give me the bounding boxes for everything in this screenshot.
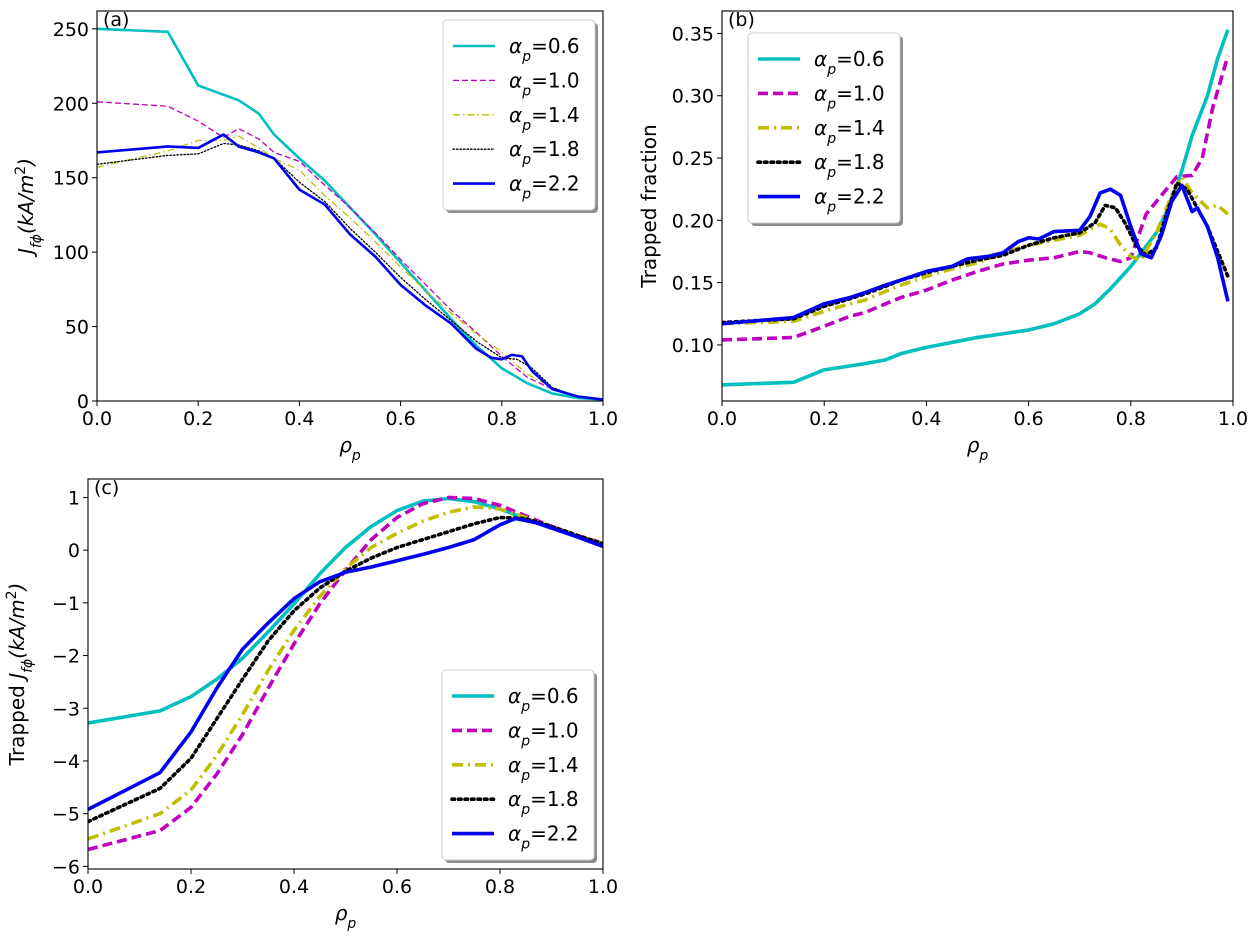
legend-entry: αp=1.4 [508, 753, 579, 784]
series-group [97, 27, 603, 401]
y-tick-label: 0.25 [672, 148, 714, 170]
y-tick-label: 0.30 [672, 86, 714, 108]
legend-entry: αp=1.8 [509, 137, 580, 168]
y-axis-label: Trapped Jfϕ(kA/m2) [4, 583, 36, 767]
legend-entry: αp=0.6 [508, 684, 579, 715]
chart-panel-c: 0.0 0.2 0.4 0.6 0.8 1.0 −6 −5 −4 −3 −2 −1 0 1 ρp Trappe… [4, 477, 618, 932]
x-tick-label: 0.8 [1116, 408, 1146, 430]
legend-entry: αp=1.0 [508, 718, 579, 749]
chart-panel-a: 0.0 0.2 0.4 0.6 0.8 1.0 0 50 100 150 200 250 ρp Jfϕ(k… [13, 9, 618, 464]
x-tick-label: 0.6 [1013, 408, 1043, 430]
y-tick-label: 0.35 [672, 23, 714, 45]
series-group [88, 495, 603, 852]
y-tick-label: 150 [53, 168, 89, 190]
legend-entry: αp=1.8 [508, 787, 579, 818]
y-tick-label: −6 [52, 856, 80, 878]
series-group [722, 29, 1230, 387]
y-tick-label: 50 [65, 317, 89, 339]
series-line-a-4 [97, 133, 603, 401]
legend-entry: αp=1.0 [814, 81, 885, 112]
x-axis-label: ρp [335, 901, 357, 932]
legend-entry: αp=0.6 [814, 47, 885, 78]
legend-box [441, 669, 595, 861]
x-tick-label: 0.8 [487, 408, 517, 430]
x-tick-label: 0.2 [809, 408, 839, 430]
legend: αp=0.6αp=1.0 αp=1.4αp=1.8 αp=2.2 [441, 669, 597, 863]
y-tick-label: −3 [52, 698, 80, 720]
x-tick-label: 1.0 [588, 408, 618, 430]
legend-entry: αp=2.2 [509, 172, 580, 203]
x-tick-label: 0.8 [485, 876, 515, 898]
x-tick-label: 0.4 [279, 876, 309, 898]
legend-entry: αp=1.0 [509, 68, 580, 99]
series-line-a-2 [97, 135, 603, 401]
series-line-b-4 [722, 183, 1230, 326]
y-axis-label: Jfϕ(kA/m2) [13, 158, 45, 258]
axes-frame [96, 10, 604, 402]
legend-entry: αp=2.2 [814, 185, 885, 216]
legend-entry: αp=1.4 [509, 103, 580, 134]
y-tick-label: −1 [52, 593, 80, 615]
axes-frame [721, 10, 1234, 402]
axes-frame [87, 478, 604, 870]
panel-label: (b) [728, 9, 755, 31]
y-tick-label: 0.20 [672, 210, 714, 232]
legend-entry: αp=1.8 [814, 150, 885, 181]
y-tick-label: 0 [68, 540, 80, 562]
x-tick-label: 0.6 [385, 408, 415, 430]
series-line-b-1 [722, 55, 1230, 342]
panel-label: (c) [94, 477, 119, 499]
y-tick-label: 0.15 [672, 273, 714, 295]
legend: αp=0.6αp=1.0 αp=1.4αp=1.8 αp=2.2 [747, 32, 903, 226]
legend: αp=0.6αp=1.0 αp=1.4αp=1.8 αp=2.2 [442, 19, 598, 213]
series-line-c-4 [88, 516, 603, 812]
chart-panel-b: 0.0 0.2 0.4 0.6 0.8 1.0 0.10 0.15 0.20 0.25 0.30 0.… [637, 9, 1248, 464]
series-line-a-0 [97, 27, 603, 401]
x-axis-label: ρp [967, 433, 989, 464]
x-tick-label: 1.0 [1218, 408, 1248, 430]
y-tick-label: 200 [53, 93, 89, 115]
panel-label: (a) [103, 9, 129, 31]
legend-entry: αp=2.2 [508, 822, 579, 853]
x-tick-label: 0.6 [382, 876, 412, 898]
y-tick-label: 0.10 [672, 335, 714, 357]
x-tick-label: 0.0 [707, 408, 737, 430]
series-line-c-3 [88, 515, 603, 824]
y-tick-label: −4 [52, 751, 80, 773]
x-tick-label: 0.0 [82, 408, 112, 430]
x-tick-label: 0.2 [183, 408, 213, 430]
x-tick-label: 0.4 [284, 408, 314, 430]
series-line-b-0 [722, 29, 1230, 387]
series-line-c-2 [88, 505, 603, 841]
x-tick-label: 1.0 [588, 876, 618, 898]
y-tick-label: −2 [52, 646, 80, 668]
y-tick-label: 1 [68, 487, 80, 509]
y-axis-label: Trapped fraction [637, 124, 661, 288]
x-tick-label: 0.4 [911, 408, 941, 430]
x-tick-label: 0.0 [73, 876, 103, 898]
legend-box [442, 19, 596, 211]
legend-entry: αp=1.4 [814, 116, 885, 147]
legend-box [747, 32, 901, 224]
legend-entry: αp=0.6 [509, 34, 580, 65]
y-tick-label: 100 [53, 242, 89, 264]
y-tick-label: 0 [77, 391, 89, 413]
y-tick-label: −5 [52, 804, 80, 826]
x-tick-label: 0.2 [176, 876, 206, 898]
y-tick-label: 250 [53, 19, 89, 41]
x-axis-label: ρp [339, 433, 361, 464]
